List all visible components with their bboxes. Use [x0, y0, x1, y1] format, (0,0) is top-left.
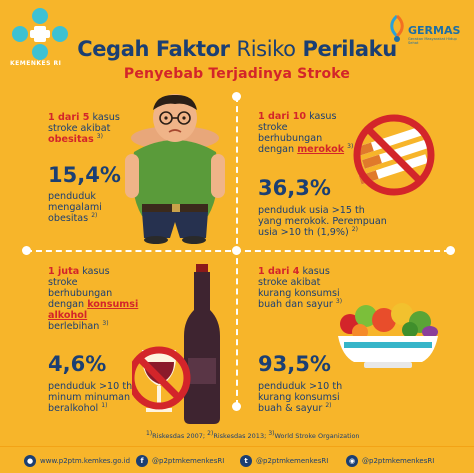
q1-intro-red: 1 dari 5 [48, 112, 90, 123]
q2-desc3: usia >10 th (1,9%) [258, 227, 349, 239]
divider-dot [446, 246, 455, 255]
germas-title: GERMAS [408, 24, 461, 37]
q4-line4-sup: 3) [335, 298, 343, 306]
q4-desc3-sup: 2) [325, 402, 332, 410]
footnote-text-3: World Stroke Organization [274, 432, 360, 441]
q4-desc2: kurang konsumsi [258, 392, 340, 404]
q3-intro-red: 1 juta [48, 266, 80, 277]
q4-line3: kurang konsumsi [258, 288, 340, 300]
q3-desc2: minum minuman [48, 392, 131, 404]
footer-bar: ● www.p2ptm.kemkes.go.id f @p2ptmkemenke… [0, 446, 474, 473]
footnote-text-1: Riskesdas 2007; [152, 432, 206, 441]
germas-logo-icon [390, 14, 404, 42]
q4-intro-rest: kasus [302, 266, 330, 277]
q3-line2: stroke [48, 277, 78, 289]
q3-line6: berlebihan [48, 321, 100, 333]
q3-line4-pre: dengan [48, 299, 85, 311]
logo-text: KEMENKES RI [10, 60, 62, 67]
page-subtitle: Penyebab Terjadinya Stroke [123, 66, 351, 82]
q3-desc3-sup: 1) [101, 402, 108, 410]
q2-line2: stroke [258, 122, 288, 134]
q1-intro-rest: kasus [92, 112, 120, 123]
q2-desc1: penduduk usia >15 th [258, 205, 365, 216]
q1-text: 1 dari 5 kasus stroke akibat obesitas 3) [48, 112, 120, 145]
q3-desc3: beralkohol [48, 403, 99, 415]
footnote-sup-1: 1) [146, 430, 153, 437]
q2-text: 1 dari 10 kasus stroke berhubungan denga… [258, 111, 353, 155]
q2-line3: berhubungan [258, 133, 323, 145]
footer-twitter[interactable]: t @p2ptmkemenkesRI [240, 455, 328, 467]
q1-desc3: obesitas [48, 213, 89, 225]
page-title: Cegah Faktor Risiko Perilaku [0, 37, 474, 61]
germas-logo: GERMAS Gerakan Masyarakat Hidup Sehat [386, 14, 466, 54]
q1-desc2: mengalami [48, 202, 102, 214]
q1-desc3-sup: 2) [91, 212, 98, 220]
q3-stat: 4,6% [48, 352, 107, 376]
twitter-icon: t [240, 455, 252, 467]
facebook-icon: f [136, 455, 148, 467]
no-smoking-icon [353, 114, 435, 196]
footnote-text-2: Riskesdas 2013; [213, 432, 267, 441]
q4-intro-red: 1 dari 4 [258, 266, 300, 277]
footer-twitter-text[interactable]: @p2ptmkemenkesRI [256, 457, 329, 465]
q2-line4-pre: dengan [258, 144, 295, 156]
q3-line4-red: konsumsi [87, 299, 139, 311]
q2-intro-red: 1 dari 10 [258, 111, 307, 122]
source-footnote: 1)Riskesdas 2007; 2)Riskesdas 2013; 3)Wo… [146, 430, 360, 440]
q2-stat: 36,3% [258, 176, 331, 200]
kemenkes-logo-icon [12, 8, 68, 60]
title-part-2: Risiko [236, 37, 296, 61]
footer-website-text[interactable]: www.p2ptm.kemkes.go.id [40, 457, 131, 465]
q2-intro-rest: kasus [309, 111, 337, 122]
q2-line4-red: merokok [297, 144, 345, 156]
footnote-sup-2: 2) [207, 430, 214, 437]
q4-desc1: penduduk >10 th [258, 381, 343, 392]
q4-desc: penduduk >10 th kurang konsumsi buah & s… [258, 381, 342, 414]
divider-dot [22, 246, 31, 255]
divider-dot [232, 246, 241, 255]
obese-person-icon [125, 94, 225, 244]
instagram-icon: ◉ [346, 455, 358, 467]
q1-stat: 15,4% [48, 163, 121, 187]
q2-desc: penduduk usia >15 th yang merokok. Perem… [258, 205, 387, 238]
footer-facebook[interactable]: f @p2ptmkemenkesRI [136, 455, 224, 467]
q4-text: 1 dari 4 kasus stroke akibat kurang kons… [258, 266, 342, 310]
footnote-sup-3: 3) [268, 430, 275, 437]
q1-desc: penduduk mengalami obesitas 2) [48, 191, 102, 224]
footer-instagram[interactable]: ◉ @p2ptmkemenkesRI [346, 455, 434, 467]
no-alcohol-icon [132, 264, 220, 424]
title-part-1: Cegah Faktor [77, 37, 230, 61]
germas-subtitle: Gerakan Masyarakat Hidup Sehat [408, 37, 457, 45]
footer-facebook-text[interactable]: @p2ptmkemenkesRI [152, 457, 225, 465]
globe-icon: ● [24, 455, 36, 467]
divider-dot [232, 402, 241, 411]
q1-line3-sup: 3) [96, 133, 103, 141]
q2-line4-sup: 3) [347, 143, 354, 151]
q3-intro-rest: kasus [82, 266, 110, 277]
q1-line2: stroke akibat [48, 123, 111, 135]
q2-desc2: yang merokok. Perempuan [258, 216, 387, 228]
q4-stat: 93,5% [258, 352, 331, 376]
q3-line6-sup: 3) [102, 320, 109, 328]
title-part-3: Perilaku [302, 37, 398, 61]
q4-desc3: buah & sayur [258, 403, 323, 415]
q3-text: 1 juta kasus stroke berhubungan dengan k… [48, 266, 138, 332]
q3-desc: penduduk >10 th minum minuman beralkohol… [48, 381, 132, 414]
fruit-vegetable-bowl-icon [338, 303, 438, 368]
q4-line2: stroke akibat [258, 277, 321, 289]
q3-desc1: penduduk >10 th [48, 381, 133, 392]
q2-desc3-sup: 2) [351, 226, 358, 234]
footer-website[interactable]: ● www.p2ptm.kemkes.go.id [24, 455, 130, 467]
q1-desc1: penduduk [48, 191, 96, 202]
q3-line5-red: alkohol [48, 310, 88, 322]
q1-line3-red: obesitas [48, 134, 94, 146]
divider-dot [232, 92, 241, 101]
q3-line3: berhubungan [48, 288, 113, 300]
q4-line4: buah dan sayur [258, 299, 333, 311]
footer-instagram-text[interactable]: @p2ptmkemenkesRI [362, 457, 435, 465]
